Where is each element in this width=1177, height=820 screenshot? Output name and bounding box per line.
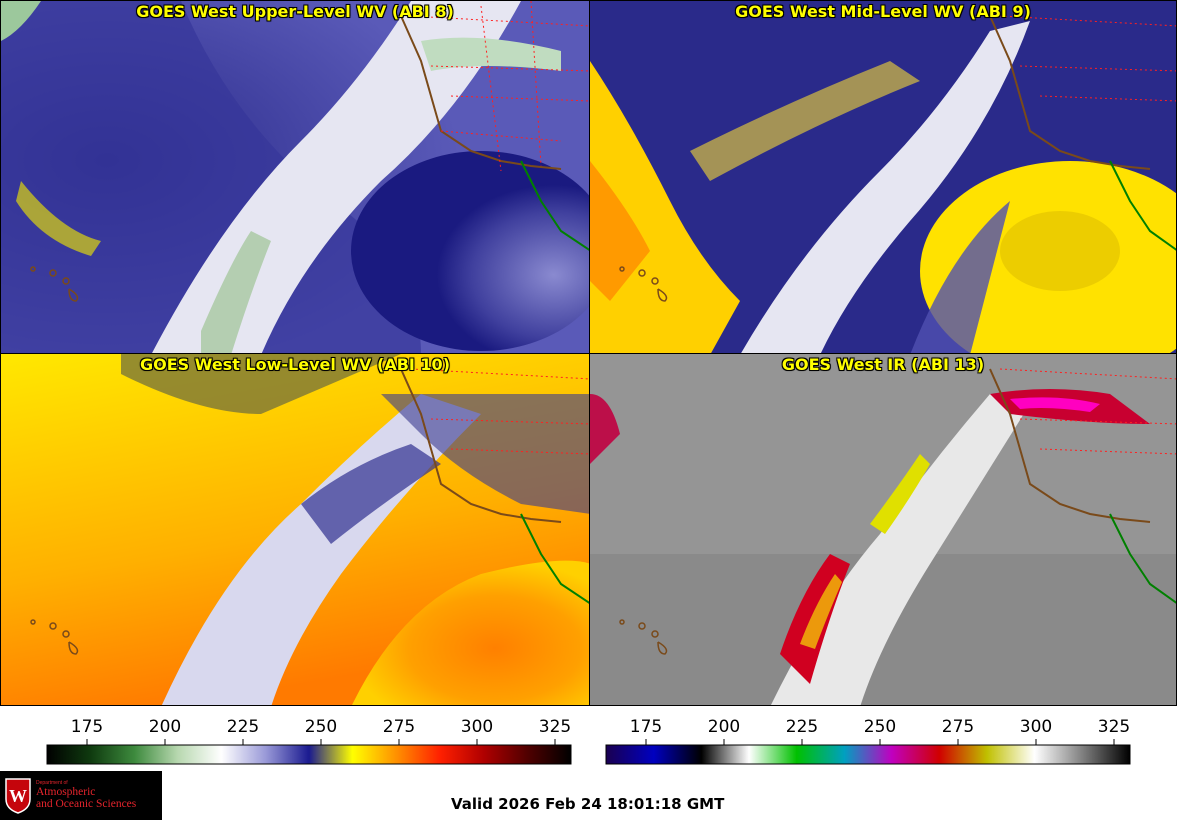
panel-title: GOES West Low-Level WV (ABI 10)	[139, 355, 450, 374]
logo-line1: Atmospheric	[36, 786, 96, 799]
colorbar-tick-label: 175	[630, 717, 662, 737]
colorbar-tick-label: 275	[383, 717, 415, 737]
colorbar-tick-label: 225	[786, 717, 818, 737]
colorbar-tick-label: 225	[227, 717, 259, 737]
panel-title: GOES West IR (ABI 13)	[781, 355, 985, 374]
panel-title: GOES West Mid-Level WV (ABI 9)	[735, 2, 1031, 21]
logo-line2: and Oceanic Sciences	[36, 798, 137, 811]
valid-time: Valid 2026 Feb 24 18:01:18 GMT	[451, 795, 725, 813]
colorbar-tick-label: 250	[864, 717, 896, 737]
ir-image	[590, 354, 1176, 705]
colorbar-tick-label: 275	[942, 717, 974, 737]
colorbar-tick-label: 325	[539, 717, 571, 737]
panel-mid-level-wv: GOES West Mid-Level WV (ABI 9)	[589, 0, 1177, 354]
panel-title: GOES West Upper-Level WV (ABI 8)	[136, 2, 454, 21]
ir-colorbar-ticks: 175 200 225 250 275 300 325	[630, 717, 1130, 745]
colorbar-tick-label: 200	[708, 717, 740, 737]
panel-upper-level-wv: GOES West Upper-Level WV (ABI 8)	[0, 0, 590, 354]
ir-colorbar-gradient	[605, 744, 1131, 765]
wv-colorbar-ticks: 175 200 225 250 275 300 325	[71, 717, 571, 745]
colorbar-tick-label: 250	[305, 717, 337, 737]
mid-level-wv-image	[590, 1, 1176, 353]
colorbar-tick-label: 300	[461, 717, 493, 737]
colorbar-tick-label: 200	[149, 717, 181, 737]
wv-colorbar: 175 200 225 250 275 300 325	[44, 706, 574, 766]
colorbar-tick-label: 175	[71, 717, 103, 737]
wv-colorbar-gradient	[46, 744, 572, 765]
colorbar-tick-label: 300	[1020, 717, 1052, 737]
colorbar-tick-label: 325	[1098, 717, 1130, 737]
aos-logo: W Department of Atmospheric and Oceanic …	[0, 771, 162, 820]
panel-ir: GOES West IR (ABI 13)	[589, 353, 1177, 706]
shield-letter: W	[9, 786, 27, 806]
upper-level-wv-image	[1, 1, 589, 353]
low-level-wv-image	[1, 354, 589, 705]
uw-shield-icon: W	[5, 777, 31, 814]
ir-colorbar: 175 200 225 250 275 300 325	[603, 706, 1133, 766]
panel-low-level-wv: GOES West Low-Level WV (ABI 10)	[0, 353, 590, 706]
logo-small-text: Department of	[36, 779, 68, 786]
